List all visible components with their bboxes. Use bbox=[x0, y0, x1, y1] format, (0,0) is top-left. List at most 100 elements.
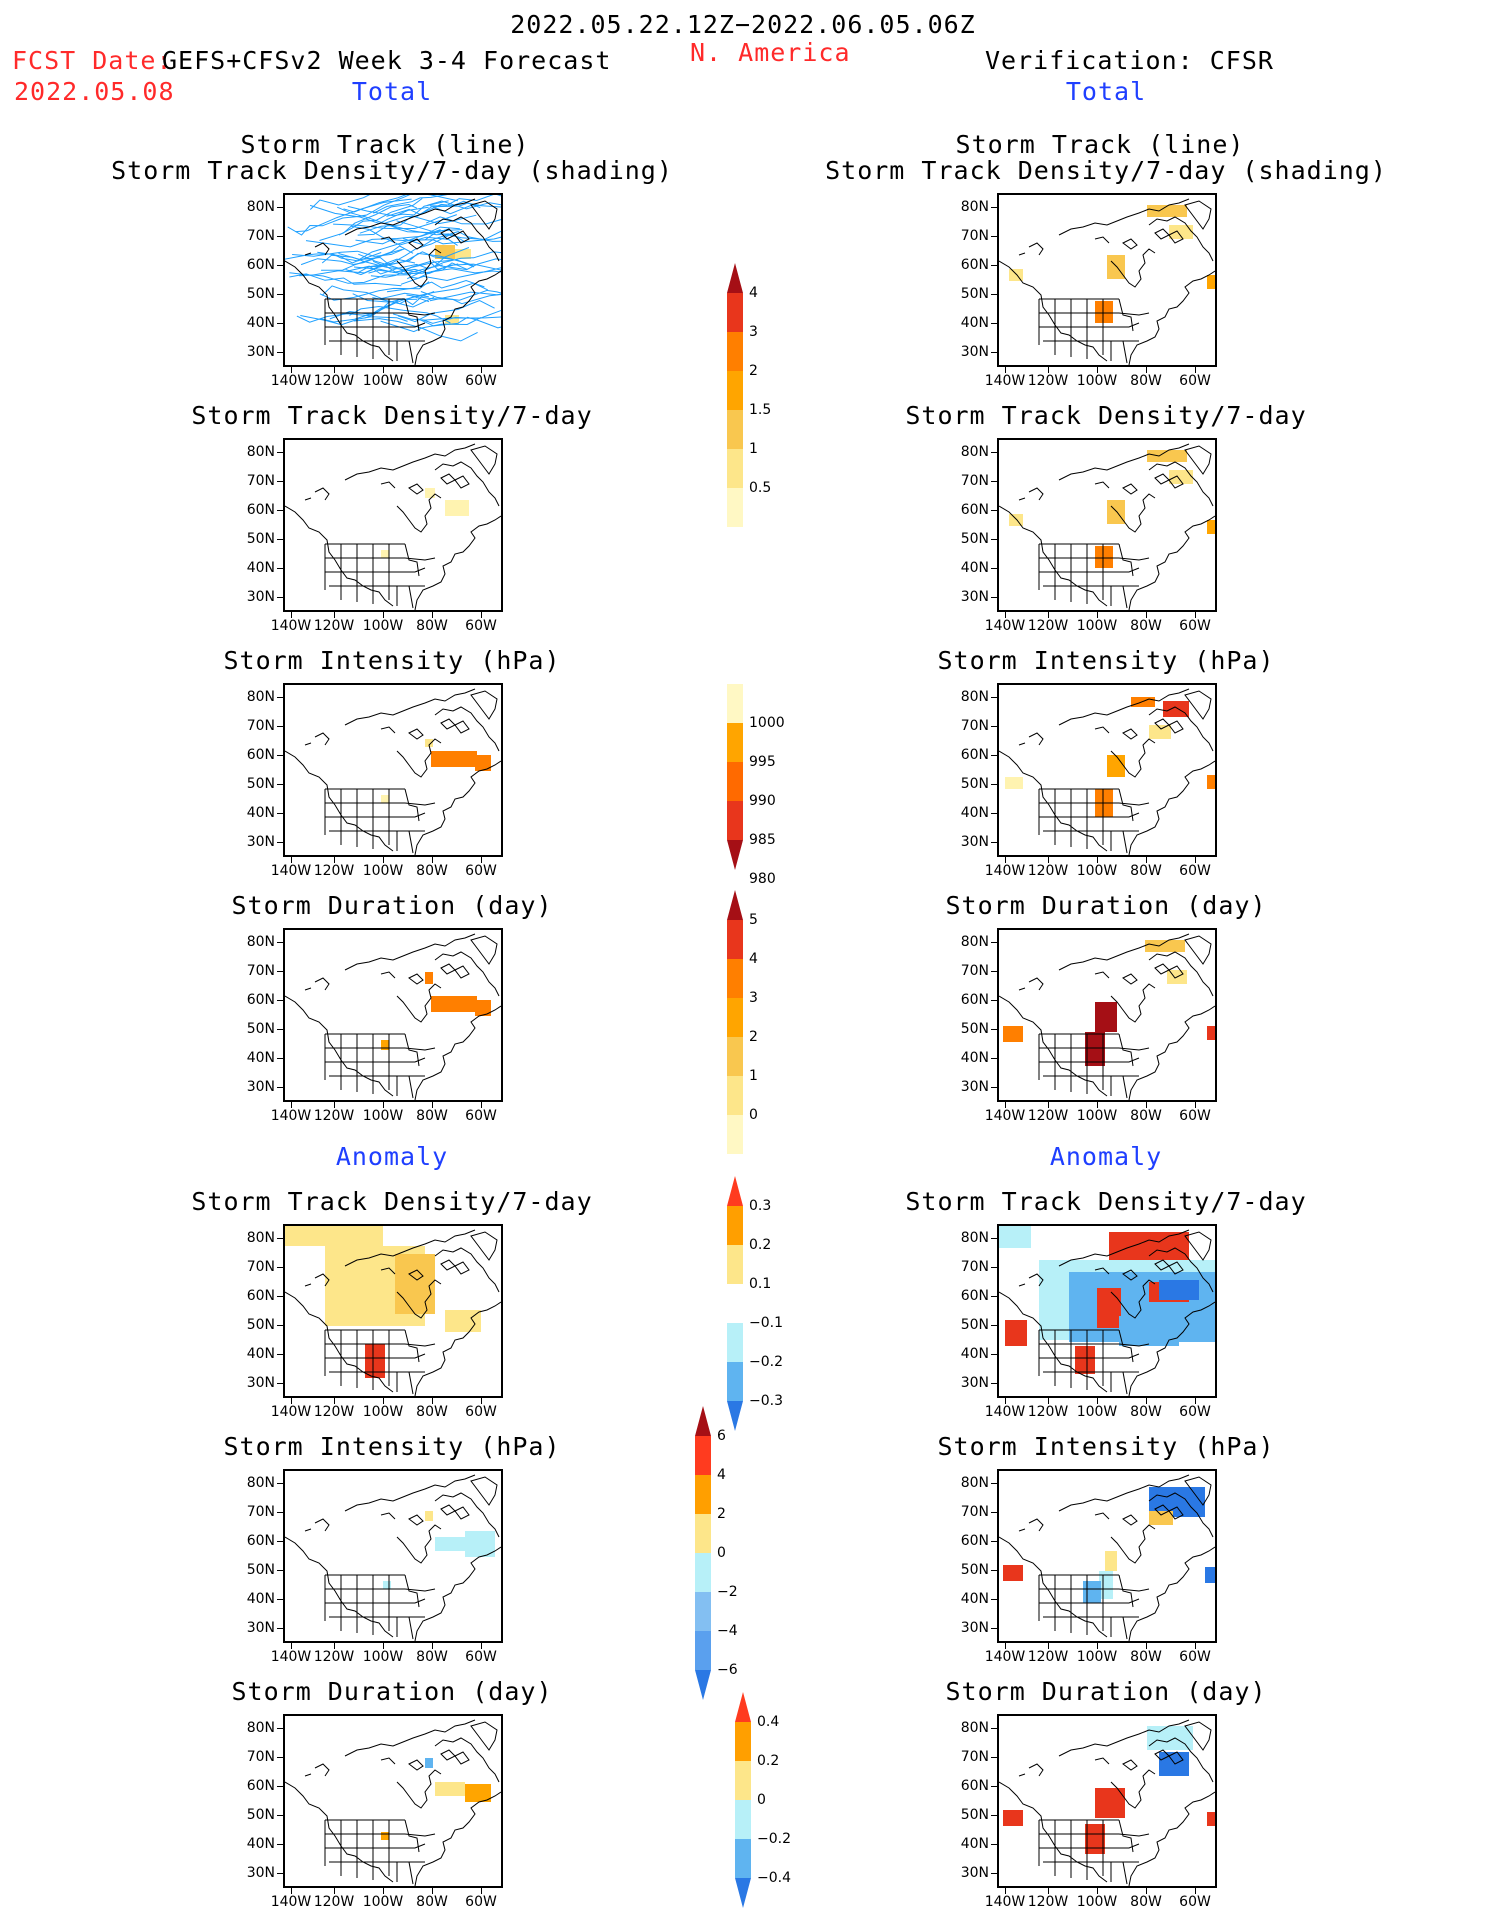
lon-tick bbox=[481, 1102, 482, 1108]
lat-label: 30N bbox=[246, 1079, 275, 1095]
boundary-line bbox=[1110, 738, 1156, 778]
lon-tick bbox=[1195, 612, 1196, 618]
boundary-line bbox=[1118, 298, 1134, 332]
colorbar-label: 995 bbox=[749, 754, 776, 770]
lat-label: 70N bbox=[960, 718, 989, 734]
lon-tick bbox=[1146, 1643, 1147, 1649]
shading-cell bbox=[1205, 1567, 1215, 1583]
lon-label: 100W bbox=[362, 863, 404, 879]
boundary-line bbox=[404, 312, 436, 316]
shading-cell bbox=[431, 751, 477, 767]
boundary-line bbox=[1118, 1574, 1134, 1608]
lon-label: 120W bbox=[1027, 863, 1069, 879]
lon-tick bbox=[291, 1398, 292, 1404]
lon-label: 80W bbox=[1130, 1894, 1162, 1910]
shading-cell bbox=[1163, 701, 1189, 717]
lat-label: 30N bbox=[960, 1620, 989, 1636]
lon-label: 120W bbox=[313, 863, 355, 879]
colorbar-label: 2 bbox=[717, 1506, 726, 1522]
lat-label: 60N bbox=[960, 1288, 989, 1304]
colorbar-top-wedge bbox=[727, 1176, 743, 1206]
lat-label: 50N bbox=[246, 1562, 275, 1578]
boundary-line bbox=[304, 1751, 470, 1777]
lat-label: 80N bbox=[246, 1230, 275, 1246]
forecast-map-7 bbox=[283, 1714, 503, 1888]
lon-tick bbox=[291, 1888, 292, 1894]
shading-cell bbox=[1207, 1026, 1215, 1040]
boundary-line bbox=[389, 1598, 426, 1604]
lat-label: 80N bbox=[246, 199, 275, 215]
boundary-line bbox=[396, 493, 442, 533]
lat-tick bbox=[991, 1000, 997, 1001]
lon-label: 140W bbox=[984, 618, 1026, 634]
shading-cell bbox=[1095, 1788, 1125, 1818]
boundary-line bbox=[1058, 1719, 1190, 1757]
left-r7-title: Storm Duration (day) bbox=[231, 1677, 553, 1706]
boundary-line bbox=[1058, 443, 1190, 481]
colorbar-segment bbox=[695, 1436, 711, 1475]
right-r5-title: Storm Track Density/7-day bbox=[905, 1187, 1307, 1216]
boundary-line bbox=[470, 690, 498, 720]
lon-label: 100W bbox=[362, 1649, 404, 1665]
colorbar-label: 0.3 bbox=[749, 1198, 772, 1214]
colorbar-label: −0.2 bbox=[757, 1831, 791, 1847]
lat-label: 40N bbox=[246, 1346, 275, 1362]
boundary-line bbox=[1103, 812, 1140, 818]
lat-tick bbox=[277, 1541, 283, 1542]
lon-tick bbox=[1195, 1102, 1196, 1108]
lat-label: 60N bbox=[246, 1778, 275, 1794]
boundary-line bbox=[389, 1353, 426, 1359]
lon-tick bbox=[1195, 857, 1196, 863]
boundary-line bbox=[285, 260, 394, 362]
lon-label: 120W bbox=[313, 373, 355, 389]
lon-label: 80W bbox=[416, 373, 448, 389]
boundary-line bbox=[404, 543, 420, 577]
shading-cell bbox=[381, 795, 389, 803]
boundary-line bbox=[1122, 830, 1128, 854]
lon-label: 120W bbox=[1027, 1404, 1069, 1420]
boundary-line bbox=[1148, 706, 1214, 752]
shading-cell bbox=[1159, 1752, 1189, 1776]
boundary-line bbox=[285, 505, 394, 607]
lon-tick bbox=[334, 367, 335, 373]
right-section-title: Total bbox=[1065, 77, 1147, 106]
lon-tick bbox=[383, 612, 384, 618]
colorbar-segment bbox=[695, 1592, 711, 1631]
colorbar-segment bbox=[727, 293, 743, 332]
boundary-line bbox=[408, 963, 456, 985]
lat-tick bbox=[991, 1728, 997, 1729]
storm-track-line bbox=[338, 226, 460, 260]
colorbar-segment bbox=[727, 801, 743, 840]
lat-label: 50N bbox=[246, 1807, 275, 1823]
lat-label: 30N bbox=[246, 1865, 275, 1881]
lat-label: 30N bbox=[960, 589, 989, 605]
colorbar-top-wedge bbox=[695, 1406, 711, 1436]
colorbar-segment bbox=[727, 332, 743, 371]
boundary-line bbox=[408, 1504, 456, 1526]
lat-label: 50N bbox=[246, 1317, 275, 1333]
lat-tick bbox=[277, 539, 283, 540]
shading-cell bbox=[425, 1511, 433, 1521]
storm-track-line bbox=[295, 198, 412, 233]
period-title: 2022.05.22.12Z−2022.06.05.06Z bbox=[510, 10, 976, 39]
shading-cell bbox=[1207, 275, 1215, 289]
lon-label: 60W bbox=[1179, 1894, 1211, 1910]
boundary-line bbox=[1118, 1033, 1134, 1067]
lat-label: 60N bbox=[960, 1533, 989, 1549]
lon-label: 140W bbox=[270, 1649, 312, 1665]
lat-tick bbox=[991, 1599, 997, 1600]
lat-label: 40N bbox=[246, 805, 275, 821]
colorbar-top-wedge bbox=[727, 890, 743, 920]
boundary-line bbox=[1058, 688, 1190, 726]
boundary-line bbox=[396, 1279, 442, 1319]
lon-label: 80W bbox=[416, 1108, 448, 1124]
left-r3-title: Storm Intensity (hPa) bbox=[223, 646, 561, 675]
boundary-line bbox=[414, 1005, 501, 1100]
boundary-line bbox=[1103, 1598, 1140, 1604]
forecast-map-5 bbox=[283, 1224, 503, 1398]
lat-tick bbox=[991, 1786, 997, 1787]
storm-track-line bbox=[402, 231, 501, 246]
lat-tick bbox=[277, 1728, 283, 1729]
boundary-line bbox=[1058, 198, 1190, 236]
lon-tick bbox=[1146, 367, 1147, 373]
